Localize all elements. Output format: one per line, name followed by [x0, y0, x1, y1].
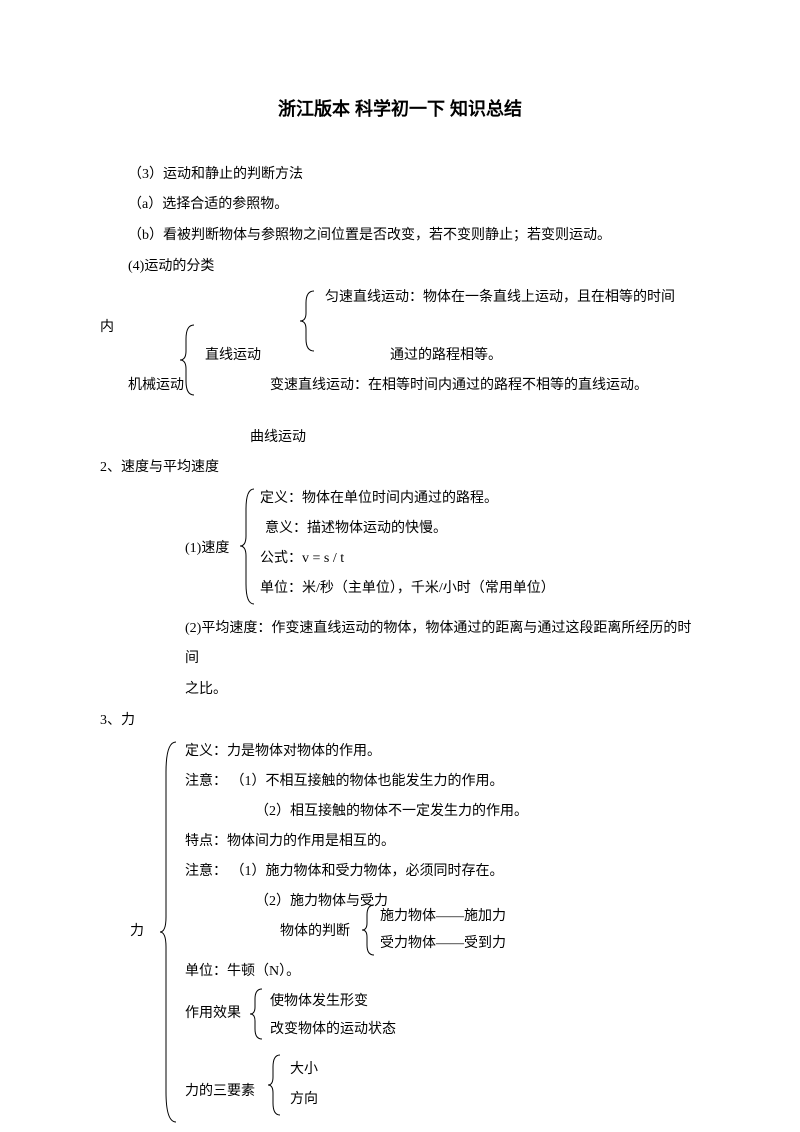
- text-line: 之比。: [100, 675, 700, 706]
- text-line: 意义：描述物体运动的快慢。: [265, 514, 447, 545]
- text-line: 匀速直线运动：物体在一条直线上运动，且在相等的时间: [325, 283, 675, 314]
- text-line: (4)运动的分类: [100, 252, 700, 283]
- text-line: 注意： （1）不相互接触的物体也能发生力的作用。: [185, 767, 504, 798]
- text-line: 公式：v = s / t: [260, 544, 344, 575]
- text-line: 力: [130, 917, 144, 948]
- text-line: 定义：力是物体对物体的作用。: [185, 737, 381, 768]
- text-line: 单位：牛顿（N）。: [185, 957, 300, 988]
- text-line: 注意： （1）施力物体和受力物体，必须同时存在。: [185, 857, 504, 888]
- text: （1）施力物体和受力物体，必须同时存在。: [231, 864, 504, 879]
- text-line: 直线运动: [205, 341, 261, 372]
- text-line: 作用效果: [185, 999, 241, 1030]
- brace-icon: [268, 1055, 282, 1115]
- text-line: 通过的路程相等。: [390, 341, 502, 372]
- text-line: 物体的判断: [280, 917, 350, 948]
- force-block: 力 定义：力是物体对物体的作用。 注意： （1）不相互接触的物体也能发生力的作用…: [100, 737, 700, 1127]
- motion-classification-block: 匀速直线运动：物体在一条直线上运动，且在相等的时间 内 直线运动 通过的路程相等…: [100, 283, 700, 453]
- document-title: 浙江版本 科学初一下 知识总结: [100, 90, 700, 130]
- text-line: 大小: [290, 1055, 318, 1086]
- text-line: 方向: [290, 1085, 318, 1116]
- text-line: 改变物体的运动状态: [270, 1015, 396, 1046]
- text-line: 单位：米/秒（主单位），千米/小时（常用单位）: [260, 574, 555, 605]
- text-line: 定义：物体在单位时间内通过的路程。: [260, 484, 498, 515]
- text-line: 特点：物体间力的作用是相互的。: [185, 827, 395, 858]
- text-line: (1)速度: [185, 534, 229, 565]
- text-line: 变速直线运动：在相等时间内通过的路程不相等的直线运动。: [270, 371, 648, 402]
- text-line: （2）相互接触的物体不一定发生力的作用。: [255, 797, 528, 828]
- brace-icon: [160, 742, 178, 1122]
- brace-icon: [300, 291, 316, 351]
- text-line: (2)平均速度：作变速直线运动的物体，物体通过的距离与通过这段距离所经历的时间: [100, 614, 700, 676]
- text-line: 机械运动: [128, 371, 184, 402]
- text-line: 内: [100, 313, 114, 344]
- text-line: 力的三要素: [185, 1077, 255, 1108]
- label: 注意：: [185, 774, 227, 789]
- section-header: 3、力: [100, 706, 700, 737]
- text-line: （3）运动和静止的判断方法: [100, 160, 700, 191]
- text-line: （b）看被判断物体与参照物之间位置是否改变，若不变则静止；若变则运动。: [100, 221, 700, 252]
- speed-block: (1)速度 定义：物体在单位时间内通过的路程。 意义：描述物体运动的快慢。 公式…: [100, 484, 700, 614]
- section-header: 2、速度与平均速度: [100, 453, 700, 484]
- brace-icon: [240, 489, 256, 604]
- brace-icon: [362, 905, 376, 955]
- label: 注意：: [185, 864, 227, 879]
- text-line: 使物体发生形变: [270, 987, 368, 1018]
- text-line: 曲线运动: [250, 423, 306, 454]
- brace-icon: [250, 989, 264, 1039]
- text-line: 受力物体——受到力: [380, 929, 506, 960]
- text: （1）不相互接触的物体也能发生力的作用。: [231, 774, 504, 789]
- text-line: （a）选择合适的参照物。: [100, 190, 700, 221]
